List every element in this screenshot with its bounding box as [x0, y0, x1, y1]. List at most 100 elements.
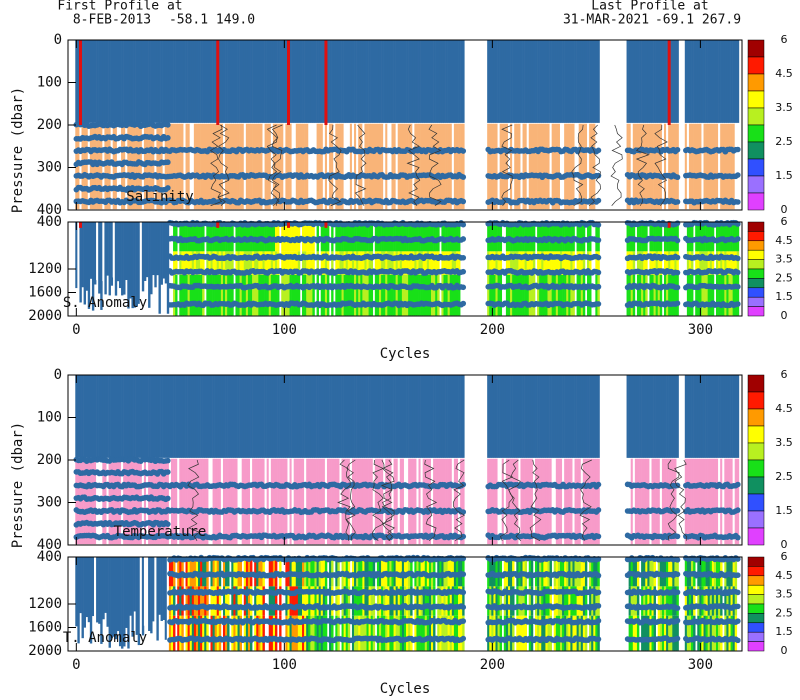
profile-upper: [245, 40, 249, 123]
anomaly-cell: [295, 274, 299, 316]
profile-lower: [516, 458, 519, 545]
anomaly-cell: [551, 251, 555, 275]
profile-lower: [516, 123, 519, 210]
profile-upper: [539, 40, 542, 123]
profile-upper: [589, 375, 592, 458]
anomaly-cell: [229, 274, 232, 316]
profile-lower: [435, 123, 438, 210]
profile-lower: [584, 123, 588, 210]
profile-lower: [495, 123, 498, 210]
profile-upper: [268, 375, 272, 458]
contour-line: [654, 124, 668, 206]
profile-lower: [726, 458, 729, 545]
profile-lower: [495, 458, 498, 545]
anomaly-cell: [343, 274, 347, 316]
anomaly-cell: [195, 274, 199, 316]
profile-lower: [445, 123, 448, 210]
anomaly-cell: [335, 274, 338, 316]
profile-lower: [277, 123, 280, 210]
profile-upper: [639, 40, 642, 123]
anomaly-cell: [736, 251, 740, 275]
profile-lower: [304, 458, 307, 545]
anomaly-cell: [445, 274, 448, 316]
anomaly-cell: [720, 251, 723, 275]
anomaly-cell: [326, 251, 330, 275]
sample-marker: [735, 255, 741, 262]
anomaly-cell: [449, 251, 453, 275]
profile-upper: [595, 375, 598, 458]
profile-upper: [691, 40, 694, 123]
profile-lower: [220, 458, 224, 545]
profile-lower: [212, 458, 215, 545]
flag-column: [78, 40, 82, 125]
profile-upper: [168, 375, 172, 458]
anomaly-cell: [231, 274, 234, 316]
anomaly-cell: [645, 251, 648, 275]
anomaly-cell: [532, 251, 536, 275]
profile-lower: [322, 458, 326, 545]
anomaly-cell: [553, 251, 557, 275]
anomaly-cell: [572, 251, 575, 275]
profile-upper: [711, 375, 715, 458]
profile-lower: [216, 458, 220, 545]
anomaly-cell: [241, 274, 245, 316]
first-date: 8-FEB-2013: [73, 13, 151, 28]
profile-lower: [247, 123, 251, 210]
profile-upper: [152, 40, 155, 123]
profile-upper: [632, 40, 636, 123]
anomaly-cell: [310, 251, 313, 275]
profile-upper: [277, 40, 280, 123]
profile-lower: [123, 123, 126, 210]
anomaly-cell: [418, 251, 421, 275]
anomaly-cell: [549, 274, 552, 316]
anomaly-cell: [580, 274, 584, 316]
anomaly-cell: [285, 251, 288, 275]
profile-upper: [433, 40, 436, 123]
anomaly-cell: [576, 274, 580, 316]
profile-lower: [229, 123, 232, 210]
profile-lower: [499, 458, 503, 545]
profile-upper: [314, 40, 317, 123]
profile-upper: [225, 375, 228, 458]
profile-upper: [160, 40, 163, 123]
colorbar-cell: [747, 249, 765, 260]
profile-lower: [87, 123, 91, 210]
profile-upper: [158, 375, 161, 458]
profile-lower: [462, 123, 465, 210]
anomaly-cell: [376, 274, 380, 316]
sample-marker: [165, 469, 171, 475]
anomaly-cell: [507, 274, 511, 316]
profile-lower: [493, 458, 496, 545]
profile-deep: [91, 222, 95, 311]
profile-upper: [239, 40, 243, 123]
profile-upper: [200, 40, 203, 123]
profile-upper: [162, 375, 166, 458]
sample-marker: [595, 283, 602, 290]
anomaly-cell: [433, 274, 436, 316]
profile-upper: [235, 375, 238, 458]
profile-upper: [630, 375, 634, 458]
anomaly-cell: [632, 274, 636, 316]
profile-lower: [302, 458, 305, 545]
profile-upper: [322, 40, 326, 123]
anomaly-cell: [179, 251, 182, 275]
profile-upper: [670, 375, 673, 458]
anomaly-cell: [408, 274, 411, 316]
anomaly-cell: [351, 274, 355, 316]
anomaly-cell: [641, 274, 644, 316]
anomaly-cell: [632, 251, 636, 275]
profile-lower: [728, 123, 731, 210]
anomaly-cell: [570, 251, 573, 275]
profile-upper: [582, 40, 586, 123]
profile-lower: [709, 123, 713, 210]
profile-upper: [212, 40, 215, 123]
profile-upper: [343, 40, 347, 123]
profile-upper: [148, 375, 151, 458]
profile-upper: [389, 375, 392, 458]
profile-upper: [108, 40, 111, 123]
anomaly-cell: [345, 251, 349, 275]
profile-lower: [364, 458, 367, 545]
profile-lower: [535, 458, 538, 545]
profile-upper: [225, 40, 228, 123]
anomaly-cell: [707, 274, 711, 316]
